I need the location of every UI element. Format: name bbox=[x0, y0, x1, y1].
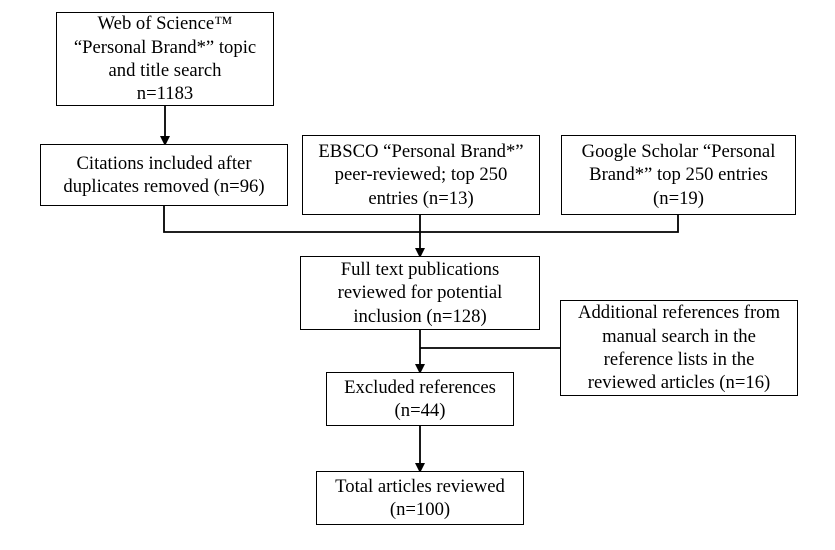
node-label: Full text publications reviewed for pote… bbox=[311, 258, 529, 328]
node-ebsco: EBSCO “Personal Brand*” peer-reviewed; t… bbox=[302, 135, 540, 215]
node-label: Total articles reviewed(n=100) bbox=[335, 475, 505, 522]
node-excluded: Excluded references(n=44) bbox=[326, 372, 514, 426]
node-label: Web of Science™ “Personal Brand*” topic … bbox=[67, 12, 263, 105]
node-label: Citations included after duplicates remo… bbox=[51, 152, 277, 199]
node-total: Total articles reviewed(n=100) bbox=[316, 471, 524, 525]
node-label: Google Scholar “Personal Brand*” top 250… bbox=[572, 140, 785, 210]
node-label: Excluded references(n=44) bbox=[344, 376, 496, 423]
node-additional-refs: Additional references from manual search… bbox=[560, 300, 798, 396]
node-web-of-science: Web of Science™ “Personal Brand*” topic … bbox=[56, 12, 274, 106]
node-label: EBSCO “Personal Brand*” peer-reviewed; t… bbox=[313, 140, 529, 210]
node-label: Additional references from manual search… bbox=[571, 301, 787, 394]
node-google-scholar: Google Scholar “Personal Brand*” top 250… bbox=[561, 135, 796, 215]
node-citations: Citations included after duplicates remo… bbox=[40, 144, 288, 206]
node-full-text: Full text publications reviewed for pote… bbox=[300, 256, 540, 330]
